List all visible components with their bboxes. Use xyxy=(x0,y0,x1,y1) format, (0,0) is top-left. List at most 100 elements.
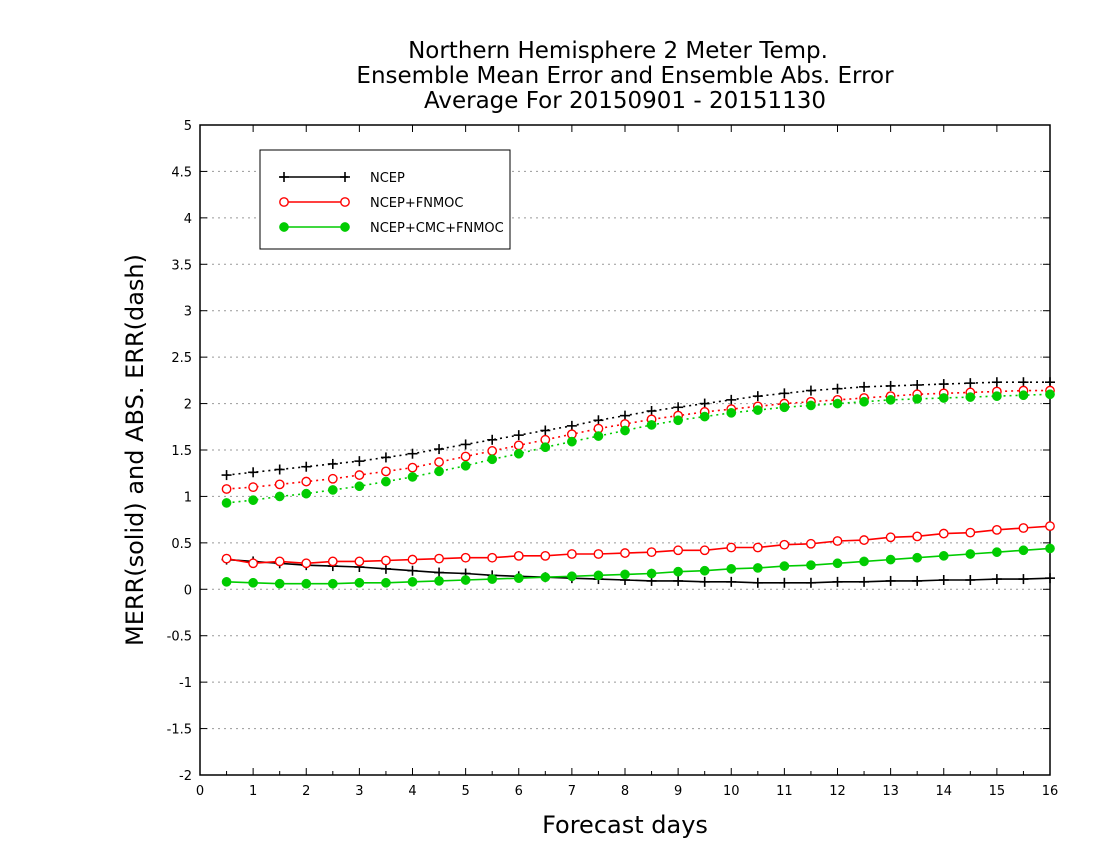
y-tick-label: 4 xyxy=(184,212,192,227)
x-tick-label: 1 xyxy=(249,784,257,799)
merr-point xyxy=(726,564,737,574)
x-axis-title: Forecast days xyxy=(542,811,708,839)
abs-err-point xyxy=(354,481,365,492)
merr-point xyxy=(1018,574,1029,585)
merr-point xyxy=(885,575,896,586)
merr-point xyxy=(938,575,949,585)
x-tick-label: 2 xyxy=(302,784,310,799)
merr-point xyxy=(381,577,391,588)
abs-err-point xyxy=(620,410,630,421)
merr-point xyxy=(912,575,923,586)
merr-point xyxy=(274,556,285,567)
abs-err-point xyxy=(991,377,1002,388)
abs-err-point xyxy=(699,398,710,409)
merr-point xyxy=(1045,521,1055,532)
grid xyxy=(200,170,1050,730)
merr-point xyxy=(540,550,551,561)
merr-point xyxy=(965,549,976,559)
merr-point xyxy=(752,577,763,588)
abs-err-point xyxy=(620,425,630,436)
y-tick-label: -2 xyxy=(179,769,192,784)
y-tick-label: 4.5 xyxy=(171,165,192,180)
merr-point xyxy=(673,545,684,556)
legend-item: NCEP+CMC+FNMOC xyxy=(279,221,504,236)
y-axis-title: MERR(solid) and ABS. ERR(dash) xyxy=(121,254,149,646)
x-tick-label: 12 xyxy=(829,784,846,799)
x-tick-label: 3 xyxy=(355,784,363,799)
abs-err-point xyxy=(992,391,1002,401)
abs-err-point xyxy=(832,398,843,409)
abs-err-point xyxy=(381,476,391,487)
title-line-1: Northern Hemisphere 2 Meter Temp. xyxy=(408,38,828,64)
abs-err-point xyxy=(726,394,737,405)
merr-point xyxy=(540,572,551,583)
x-tick-label: 0 xyxy=(196,784,204,799)
legend-item: NCEP+FNMOC xyxy=(279,196,463,211)
abs-err-point xyxy=(1018,390,1029,401)
x-tick-label: 7 xyxy=(568,784,576,799)
abs-err-point xyxy=(726,408,737,418)
merr-point xyxy=(460,575,471,585)
merr-point xyxy=(407,554,418,565)
abs-err-point xyxy=(460,460,471,471)
merr-point xyxy=(301,558,312,569)
merr-point xyxy=(991,524,1002,535)
merr-point xyxy=(779,561,790,571)
abs-err-point xyxy=(513,440,524,451)
merr-point xyxy=(779,539,790,550)
merr-point xyxy=(327,556,338,567)
merr-point xyxy=(912,531,923,542)
abs-err-point xyxy=(487,454,498,465)
abs-err-point xyxy=(221,470,232,481)
x-tick-label: 8 xyxy=(621,784,629,799)
legend-label: NCEP xyxy=(370,171,405,186)
merr-point xyxy=(434,553,444,564)
abs-err-point xyxy=(965,378,976,389)
merr-point xyxy=(938,528,949,539)
merr-point xyxy=(380,563,391,574)
merr-point xyxy=(859,576,870,587)
merr-point xyxy=(965,527,976,538)
abs-err-point xyxy=(407,448,418,459)
abs-err-point xyxy=(699,411,710,422)
abs-err-point xyxy=(1045,389,1055,400)
abs-err-point xyxy=(752,405,763,415)
merr-point xyxy=(991,574,1002,585)
abs-err-point xyxy=(327,458,338,469)
chart-title: Northern Hemisphere 2 Meter Temp. Ensemb… xyxy=(356,38,894,114)
merr-point xyxy=(832,536,843,546)
merr-point xyxy=(487,574,498,584)
merr-point xyxy=(726,576,737,587)
title-line-3: Average For 20150901 - 20151130 xyxy=(424,88,826,114)
title-line-2: Ensemble Mean Error and Ensemble Abs. Er… xyxy=(356,63,894,89)
merr-point xyxy=(646,568,657,579)
x-tick-label: 16 xyxy=(1042,784,1059,799)
abs-err-point xyxy=(274,491,285,502)
y-tick-label: 5 xyxy=(184,119,192,134)
abs-err-point xyxy=(513,430,524,441)
y-tick-label: 3 xyxy=(184,305,192,320)
abs-err-point xyxy=(646,420,657,430)
abs-err-point xyxy=(327,485,338,495)
abs-err-point xyxy=(327,473,338,484)
abs-err-point xyxy=(806,400,816,411)
merr-point xyxy=(221,577,232,587)
series-ncep-cmc-fnmoc xyxy=(221,389,1055,589)
merr-point xyxy=(646,547,657,558)
abs-err-point xyxy=(938,379,949,390)
x-tick-label: 15 xyxy=(989,784,1006,799)
y-tick-label: 1.5 xyxy=(171,444,192,459)
abs-err-point xyxy=(805,385,816,396)
merr-point xyxy=(434,567,445,578)
y-tick-label: 2.5 xyxy=(171,351,192,366)
abs-err-point xyxy=(434,444,445,455)
legend-marker xyxy=(279,222,289,232)
merr-point xyxy=(434,576,444,586)
axis-ticks: -2-1.5-1-0.500.511.522.533.544.550 1 2 3 4 5 6… xyxy=(167,119,1059,799)
x-tick-label: 5 xyxy=(461,784,469,799)
legend-marker xyxy=(340,172,350,182)
abs-err-point xyxy=(779,388,790,399)
abs-err-point xyxy=(380,452,391,463)
merr-point xyxy=(752,563,763,573)
x-tick-label: 13 xyxy=(882,784,899,799)
